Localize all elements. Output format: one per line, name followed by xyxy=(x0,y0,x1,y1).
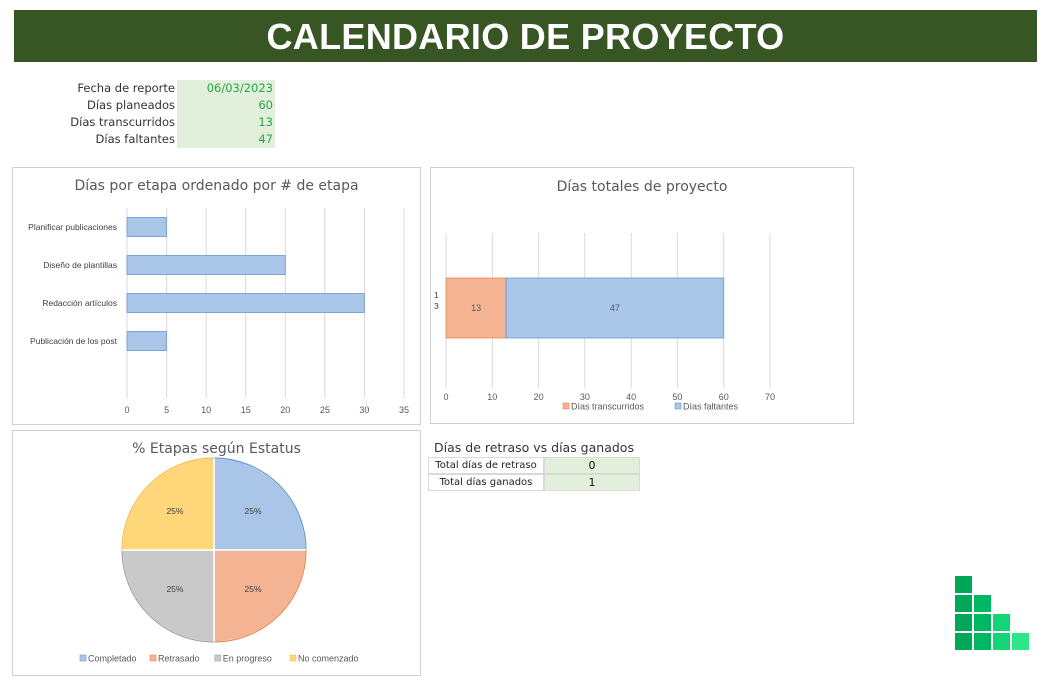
status-pie-chart-plot: 25% 25% 25% 25% Completado Retrasado En progre… xyxy=(79,457,359,664)
x-tick-label: 60 xyxy=(719,392,729,402)
x-tick-label: 40 xyxy=(626,392,636,402)
bar xyxy=(126,331,167,351)
bar xyxy=(126,293,365,313)
pie-slice xyxy=(213,457,307,551)
chart-title: Días totales de proyecto xyxy=(556,179,728,195)
x-tick-label: 30 xyxy=(359,405,369,415)
info-label: Días faltantes xyxy=(95,132,175,146)
info-row-elapsed-days: Días transcurridos 13 xyxy=(20,114,280,131)
pie-slice-edge xyxy=(121,457,215,551)
x-tick-label: 20 xyxy=(280,405,290,415)
delay-label: Total días de retraso xyxy=(428,457,544,474)
y-tick-label: Planificar publicaciones xyxy=(28,222,117,232)
x-tick-label: 20 xyxy=(534,392,544,402)
pie-data-label: 25% xyxy=(245,584,262,594)
brand-logo-icon xyxy=(955,576,1035,656)
x-tick-label: 10 xyxy=(201,405,211,415)
legend-swatch xyxy=(674,402,682,410)
pie-slice-edge xyxy=(213,457,307,551)
bar xyxy=(126,255,286,275)
info-row-remaining-days: Días faltantes 47 xyxy=(20,131,280,148)
data-label: 47 xyxy=(610,303,620,313)
delay-table-title: Días de retraso vs días ganados xyxy=(434,440,634,455)
x-tick-label: 0 xyxy=(443,392,448,402)
x-tick-label: 0 xyxy=(124,405,129,415)
x-tick-label: 5 xyxy=(164,405,169,415)
x-tick-label: 50 xyxy=(672,392,682,402)
stage-days-chart-plot: 0 5 10 15 20 25 30 35 Planificar publicaciones Di… xyxy=(28,208,409,415)
x-tick-label: 30 xyxy=(580,392,590,402)
total-days-chart-plot: 0 10 20 30 40 50 60 70 13 13 47 Días transcurridos D… xyxy=(434,233,775,412)
info-value-cell[interactable]: 47 xyxy=(177,131,275,148)
pie-data-label: 25% xyxy=(166,506,183,516)
legend-swatch xyxy=(149,654,157,662)
legend-swatch xyxy=(214,654,222,662)
legend-label: No comenzado xyxy=(298,654,359,664)
info-label: Fecha de reporte xyxy=(77,81,175,95)
y-tick-label: Diseño de plantillas xyxy=(43,260,117,270)
delay-value-cell[interactable]: 0 xyxy=(544,457,640,474)
x-tick-label: 15 xyxy=(241,405,251,415)
y-tick-label: 1 xyxy=(434,290,439,300)
info-row-planned-days: Días planeados 60 xyxy=(20,97,280,114)
info-label: Días planeados xyxy=(86,98,175,112)
pie-slice xyxy=(213,549,307,643)
data-label: 13 xyxy=(471,303,481,313)
delay-row-days-gained: Total días ganados 1 xyxy=(428,474,640,491)
info-value-cell[interactable]: 60 xyxy=(177,97,275,114)
page-title: CALENDARIO DE PROYECTO xyxy=(266,16,785,57)
y-tick-label: Publicación de los post xyxy=(30,336,118,346)
stacked-bar-segment xyxy=(505,277,725,339)
pie-slice xyxy=(121,549,215,643)
x-tick-label: 25 xyxy=(320,405,330,415)
legend-label: Días transcurridos xyxy=(571,402,645,412)
stacked-bar-segment xyxy=(445,277,507,339)
chart-title: Días por etapa ordenado por # de etapa xyxy=(74,178,359,194)
info-value-cell[interactable]: 13 xyxy=(177,114,275,131)
pie-slice-edge xyxy=(121,549,215,643)
title-banner: CALENDARIO DE PROYECTO xyxy=(14,10,1037,62)
chart-title: % Etapas según Estatus xyxy=(132,441,301,457)
info-label: Días transcurridos xyxy=(70,115,175,129)
pie-slice xyxy=(121,457,215,551)
stage-days-chart[interactable]: Días por etapa ordenado por # de etapa 0… xyxy=(12,167,421,425)
pie-slice-edge xyxy=(213,549,307,643)
info-value-cell[interactable]: 06/03/2023 xyxy=(177,80,275,97)
y-tick-label: Redacción artículos xyxy=(42,298,117,308)
delay-label: Total días ganados xyxy=(428,474,544,491)
pie-data-label: 25% xyxy=(245,506,262,516)
pie-data-label: 25% xyxy=(166,584,183,594)
total-days-chart[interactable]: Días totales de proyecto 0 10 20 30 40 50 60 70… xyxy=(430,167,854,424)
status-pie-chart[interactable]: % Etapas según Estatus 25% 25% 25% 25% Compl… xyxy=(12,430,421,676)
legend-label: Días faltantes xyxy=(683,402,739,412)
legend-label: Retrasado xyxy=(158,654,200,664)
legend-label: En progreso xyxy=(223,654,272,664)
legend-swatch xyxy=(79,654,87,662)
bar xyxy=(126,217,167,237)
y-tick-label: 3 xyxy=(434,301,439,311)
info-row-report-date: Fecha de reporte 06/03/2023 xyxy=(20,80,280,97)
legend-label: Completado xyxy=(88,654,137,664)
x-tick-label: 35 xyxy=(399,405,409,415)
x-tick-label: 70 xyxy=(765,392,775,402)
x-tick-label: 10 xyxy=(487,392,497,402)
delay-value-cell[interactable]: 1 xyxy=(544,474,640,491)
legend-swatch xyxy=(562,402,570,410)
legend-swatch xyxy=(289,654,297,662)
delay-row-total-delay: Total días de retraso 0 xyxy=(428,457,640,474)
